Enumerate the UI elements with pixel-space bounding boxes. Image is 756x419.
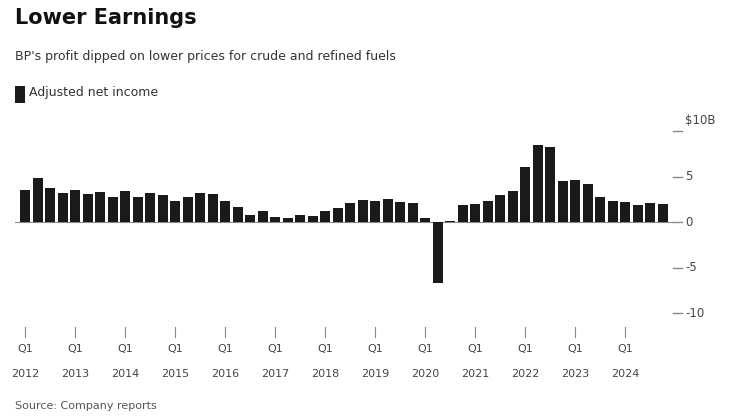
Bar [45, 189, 55, 222]
Text: Q1: Q1 [367, 344, 383, 354]
Bar [520, 168, 530, 222]
Text: -5: -5 [685, 261, 697, 274]
Text: Q1: Q1 [117, 344, 133, 354]
Text: 2012: 2012 [11, 369, 39, 379]
Text: 2013: 2013 [61, 369, 89, 379]
Text: Q1: Q1 [568, 344, 583, 354]
Text: Q1: Q1 [417, 344, 433, 354]
Bar [445, 221, 455, 222]
Bar [208, 194, 218, 222]
Bar [408, 203, 417, 222]
Text: Q1: Q1 [17, 344, 33, 354]
Bar [108, 197, 117, 222]
Text: Q1: Q1 [318, 344, 333, 354]
Text: 2021: 2021 [461, 369, 489, 379]
Text: Q1: Q1 [268, 344, 283, 354]
Text: 0: 0 [685, 215, 692, 229]
Bar [283, 217, 293, 222]
Bar [233, 207, 243, 222]
Text: $10B: $10B [685, 114, 715, 127]
Text: 2024: 2024 [611, 369, 640, 379]
Bar [383, 199, 392, 222]
Bar [470, 204, 480, 222]
Text: 2019: 2019 [361, 369, 389, 379]
Bar [571, 180, 580, 222]
Bar [258, 211, 268, 222]
Bar [271, 217, 280, 222]
Bar [458, 205, 468, 222]
Bar [220, 201, 230, 222]
Text: BP's profit dipped on lower prices for crude and refined fuels: BP's profit dipped on lower prices for c… [15, 50, 396, 63]
Bar [495, 195, 505, 222]
Bar [545, 147, 555, 222]
Bar [145, 193, 155, 222]
Bar [158, 195, 168, 222]
Text: 2016: 2016 [211, 369, 239, 379]
Bar [308, 216, 318, 222]
Text: Q1: Q1 [217, 344, 233, 354]
Text: Q1: Q1 [517, 344, 533, 354]
Text: 2018: 2018 [311, 369, 339, 379]
Bar [333, 208, 342, 222]
Text: Q1: Q1 [467, 344, 483, 354]
Bar [483, 201, 493, 222]
Bar [70, 190, 80, 222]
Bar [658, 204, 668, 222]
Bar [33, 178, 42, 222]
Bar [195, 193, 205, 222]
Text: 2023: 2023 [561, 369, 590, 379]
Bar [245, 215, 255, 222]
Bar [596, 197, 606, 222]
Text: Adjusted net income: Adjusted net income [29, 85, 158, 99]
Bar [321, 211, 330, 222]
Text: Lower Earnings: Lower Earnings [15, 8, 197, 28]
Text: 2022: 2022 [511, 369, 540, 379]
Text: 5: 5 [685, 170, 692, 183]
Text: Q1: Q1 [167, 344, 183, 354]
Bar [433, 222, 443, 283]
Bar [533, 145, 543, 222]
Text: 2017: 2017 [261, 369, 290, 379]
Bar [608, 201, 618, 222]
Bar [508, 191, 518, 222]
Text: 2020: 2020 [411, 369, 439, 379]
Bar [583, 184, 593, 222]
Bar [345, 203, 355, 222]
Bar [370, 201, 380, 222]
Bar [420, 218, 430, 222]
Text: Q1: Q1 [67, 344, 83, 354]
Bar [646, 203, 655, 222]
Bar [82, 194, 92, 222]
Bar [183, 197, 193, 222]
Bar [120, 191, 130, 222]
Bar [20, 190, 30, 222]
Bar [621, 202, 631, 222]
Bar [57, 193, 67, 222]
Text: Q1: Q1 [618, 344, 634, 354]
Bar [170, 201, 180, 222]
Bar [95, 192, 105, 222]
Bar [296, 215, 305, 222]
Bar [395, 202, 405, 222]
Bar [133, 197, 143, 222]
Text: -10: -10 [685, 307, 704, 320]
Bar [633, 205, 643, 222]
Bar [358, 200, 367, 222]
Text: Source: Company reports: Source: Company reports [15, 401, 157, 411]
Bar [558, 181, 568, 222]
Text: 2014: 2014 [111, 369, 139, 379]
Text: 2015: 2015 [161, 369, 189, 379]
